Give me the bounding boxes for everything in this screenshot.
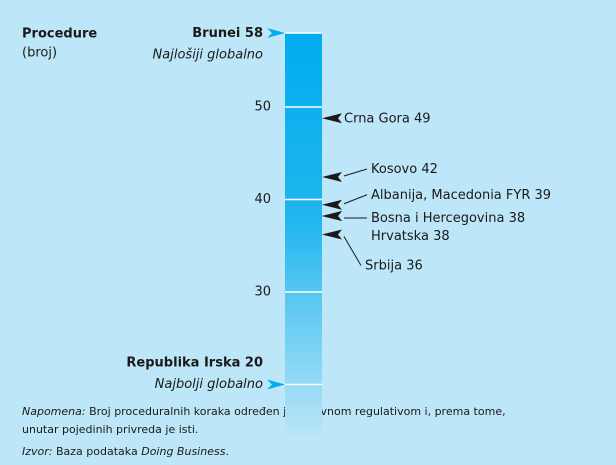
extreme-marker <box>267 28 285 38</box>
marker <box>322 211 342 221</box>
marker-label: Hrvatska 38 <box>371 229 450 244</box>
marker-value: 38 <box>509 211 526 226</box>
y-tick-label: 30 <box>254 285 271 300</box>
y-tick-label: 40 <box>254 192 271 207</box>
extreme-marker <box>267 379 285 390</box>
marker-label: Albanija, Macedonia FYR 39 <box>371 187 551 202</box>
marker-name: Bosna i Hercegovina <box>371 211 504 226</box>
marker-label: Crna Gora 49 <box>344 111 431 126</box>
marker-label: Kosovo 42 <box>371 162 438 177</box>
footnote: Napomena: Broj proceduralnih koraka odre… <box>22 405 506 418</box>
source-italic: Doing Business <box>141 445 225 458</box>
extreme-name: Brunei <box>192 26 240 41</box>
marker-value: 42 <box>421 162 438 177</box>
extreme-label: Republika Irska 20 <box>126 355 263 370</box>
marker <box>322 199 342 210</box>
extreme-note: Najbolji globalno <box>155 377 263 392</box>
marker <box>322 113 342 124</box>
marker-name: Crna Gora <box>344 111 410 126</box>
marker-label: Bosna i Hercegovina 38 <box>371 211 525 226</box>
marker-value: 39 <box>535 187 552 202</box>
footnote-line: unutar pojedinih privreda je isti. <box>22 423 198 436</box>
y-tick-label: 50 <box>254 100 271 115</box>
axis-unit: (broj) <box>22 46 57 61</box>
marker-name: Kosovo <box>371 162 417 177</box>
marker-label: Srbija 36 <box>365 258 423 273</box>
source: Izvor: Baza podataka Doing Business. <box>22 445 229 458</box>
extreme-value: 58 <box>245 26 263 41</box>
leader-line <box>343 194 368 205</box>
marker-value: 38 <box>433 229 450 244</box>
axis-label: Procedure <box>22 27 97 42</box>
marker-name: Hrvatska <box>371 229 429 244</box>
leader-line <box>343 168 368 177</box>
extreme-name: Republika Irska <box>126 355 240 370</box>
extreme-value: 20 <box>245 355 263 370</box>
footnote-label: Napomena: <box>22 405 86 418</box>
source-text: Baza podataka <box>56 445 138 458</box>
marker-name: Srbija <box>365 258 402 273</box>
marker-value: 49 <box>414 111 431 126</box>
marker-name: Albanija, Macedonia FYR <box>371 187 530 202</box>
marker <box>322 172 342 182</box>
extreme-note: Najlošiji globalno <box>153 48 263 63</box>
extreme-label: Brunei 58 <box>192 26 263 41</box>
scale-bar <box>285 33 322 440</box>
source-label: Izvor: <box>22 445 53 458</box>
leader-line <box>343 236 362 266</box>
marker-value: 36 <box>406 258 423 273</box>
marker <box>322 229 342 240</box>
source-end: . <box>225 445 229 458</box>
